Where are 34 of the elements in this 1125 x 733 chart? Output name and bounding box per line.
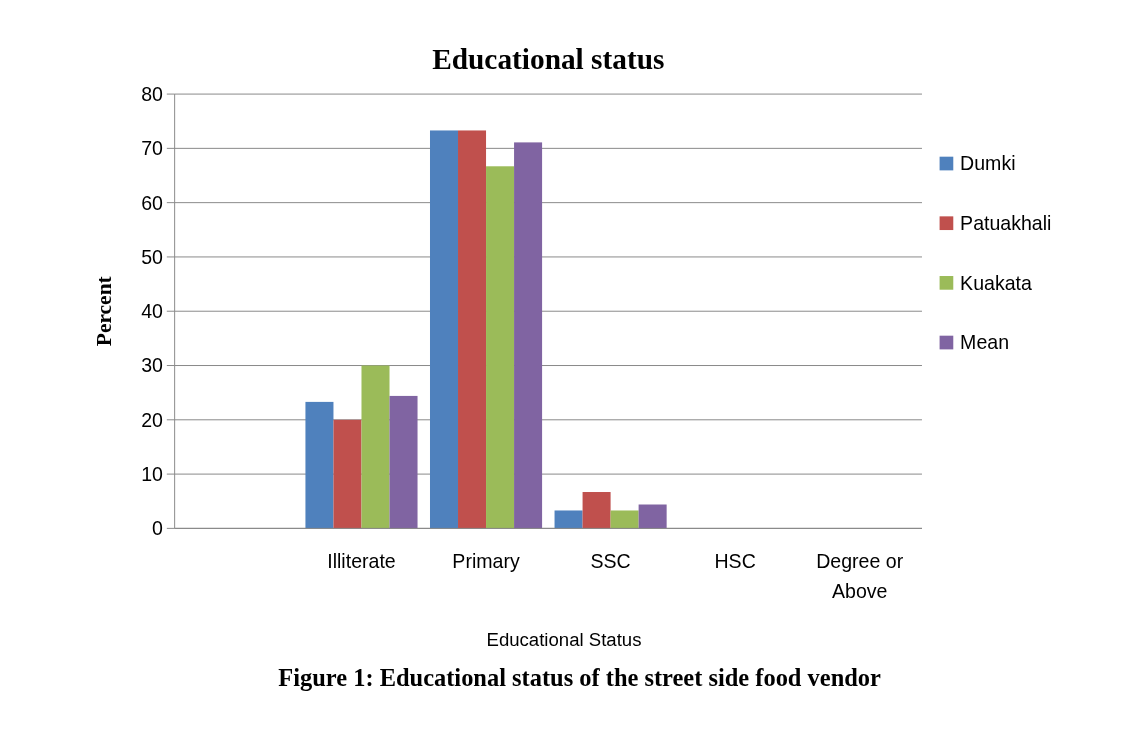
bar — [638, 504, 667, 529]
bar — [361, 365, 390, 529]
legend-label: Kuakata — [960, 271, 1032, 294]
caption: Figure 1: Educational status of the street side food vendor — [278, 663, 882, 691]
y-tick-label: 40 — [141, 300, 164, 323]
x-axis-title: Educational Status — [486, 628, 642, 650]
y-axis-title: Percent — [92, 275, 117, 347]
legend-label: Mean — [960, 331, 1010, 354]
bar — [582, 492, 611, 529]
y-tick-label: 50 — [141, 245, 164, 268]
bar — [333, 419, 362, 529]
bar — [514, 142, 543, 529]
x-tick-label: Degree or Above — [816, 549, 904, 602]
bar — [554, 510, 583, 529]
y-tick-label: 0 — [152, 517, 164, 540]
bar — [610, 510, 639, 529]
y-tick-label: 80 — [141, 82, 164, 105]
y-tick-label: 10 — [141, 462, 164, 485]
bar — [305, 401, 334, 529]
x-tick-label: SSC — [590, 549, 631, 572]
y-tick-label: 30 — [141, 354, 164, 377]
legend-label: Patuakhali — [960, 212, 1052, 235]
x-tick-label: HSC — [714, 549, 756, 572]
bar — [458, 130, 487, 529]
bar — [486, 166, 515, 529]
y-tick-label: 70 — [141, 137, 164, 160]
bar — [389, 395, 418, 529]
legend-label: Dumki — [960, 152, 1016, 175]
bar — [429, 130, 459, 529]
x-tick-label: Illiterate — [327, 549, 396, 572]
y-tick-label: 20 — [141, 408, 164, 431]
y-tick-label: 60 — [141, 191, 164, 214]
x-tick-label: Primary — [452, 549, 520, 572]
chart-title: Educational status — [432, 42, 665, 75]
